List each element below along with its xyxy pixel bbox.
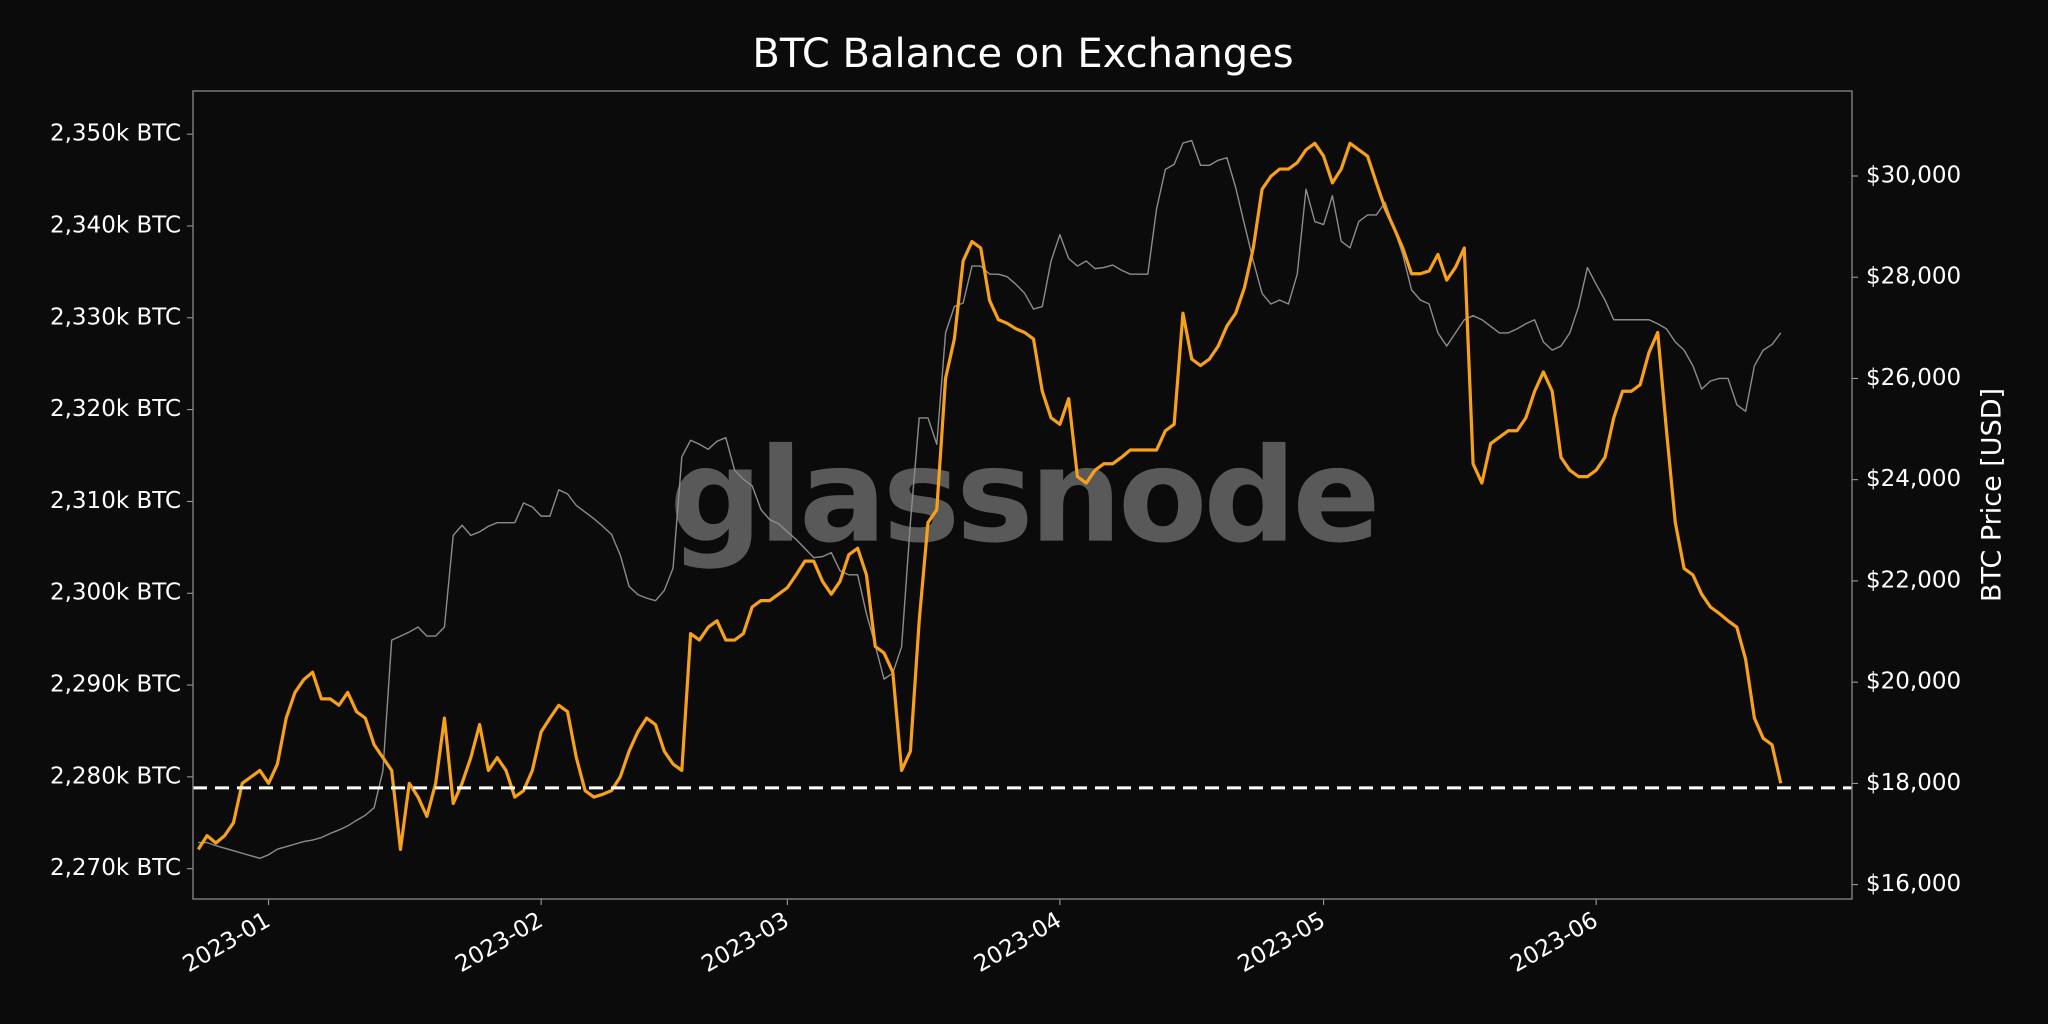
- y2-tick-label: $24,000: [1866, 466, 1961, 492]
- y2-tick-label: $30,000: [1866, 162, 1961, 188]
- y2-tick-label: $28,000: [1866, 264, 1961, 290]
- y2-tick-label: $18,000: [1866, 770, 1961, 796]
- y-tick-label: 2,320k BTC: [50, 396, 181, 422]
- y2-tick-label: $26,000: [1866, 365, 1961, 391]
- y-tick-label: 2,350k BTC: [50, 121, 181, 147]
- series-line: [198, 139, 1782, 859]
- y-tick-label: 2,270k BTC: [50, 855, 181, 881]
- watermark: glassnode: [669, 420, 1376, 572]
- series-line: [196, 141, 1783, 852]
- y-tick-label: 2,290k BTC: [50, 672, 181, 698]
- y-tick-label: 2,310k BTC: [50, 488, 181, 514]
- y-tick-label: 2,330k BTC: [50, 304, 181, 330]
- y-tick-label: 2,340k BTC: [50, 212, 181, 238]
- y2-axis-label: BTC Price [USD]: [1977, 388, 2008, 602]
- plot-frame: [192, 90, 1853, 900]
- y-tick-label: 2,300k BTC: [50, 580, 181, 606]
- y2-tick-label: $22,000: [1866, 567, 1961, 593]
- y2-tick-label: $16,000: [1866, 871, 1961, 897]
- chart-title: BTC Balance on Exchanges: [752, 31, 1293, 77]
- y-tick-label: 2,280k BTC: [50, 763, 181, 789]
- y2-tick-label: $20,000: [1866, 669, 1961, 695]
